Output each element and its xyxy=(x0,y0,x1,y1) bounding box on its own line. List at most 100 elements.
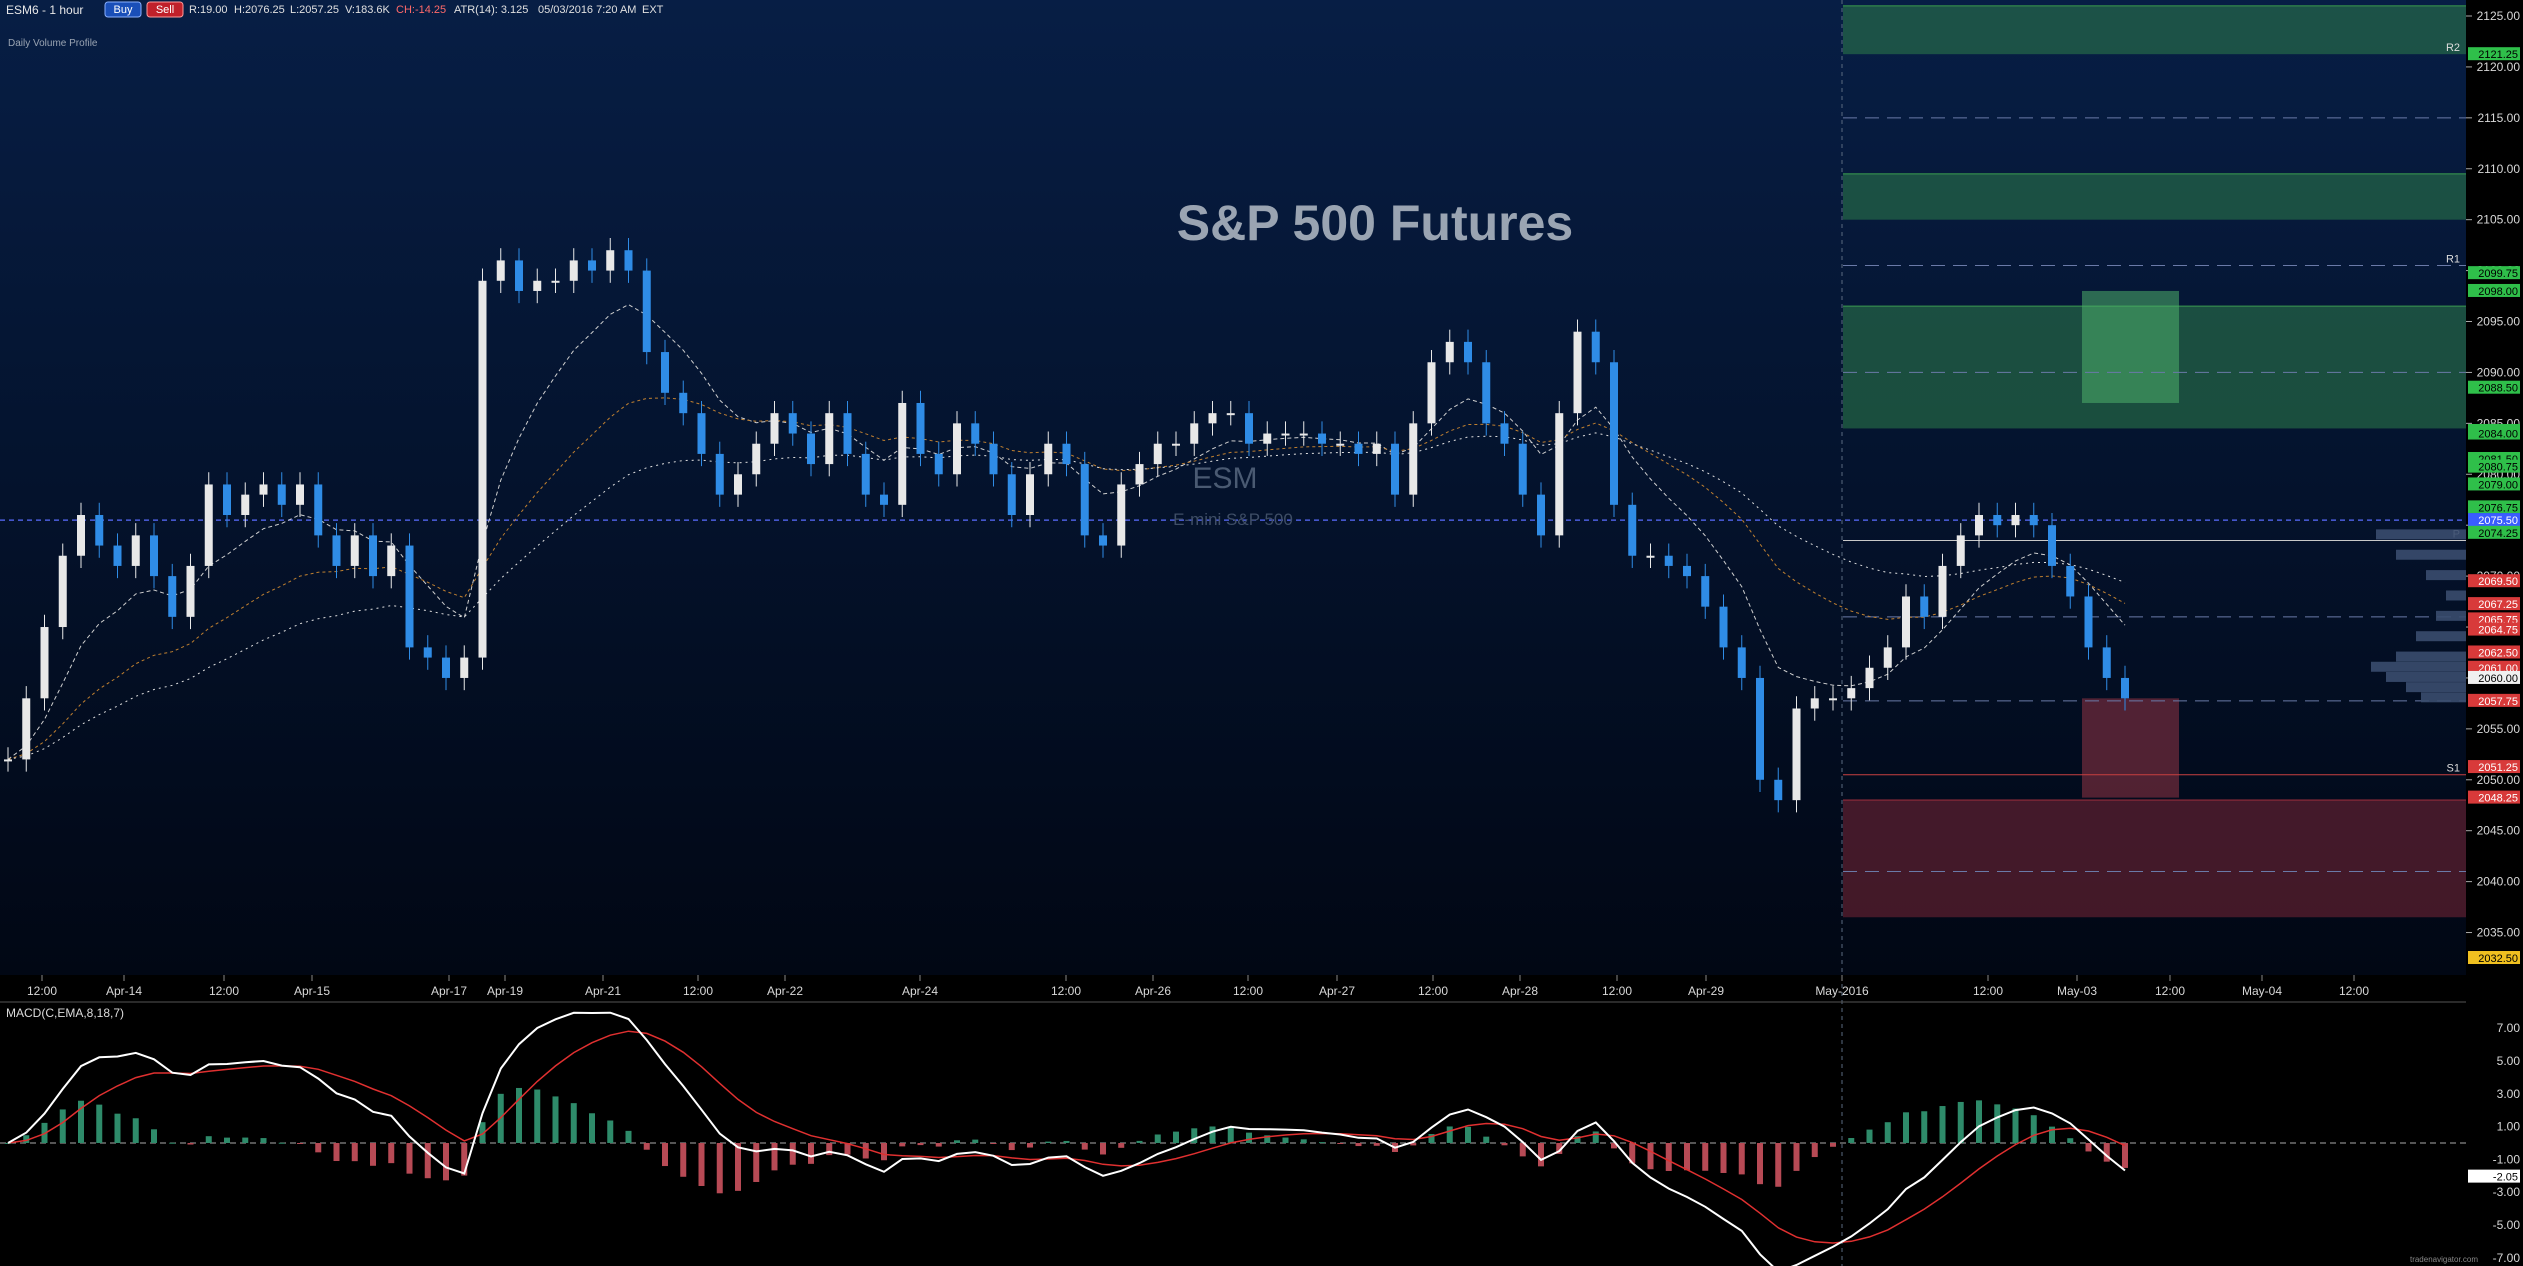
price-badge-label: 2048.25 xyxy=(2478,793,2518,805)
candle-body xyxy=(825,413,834,465)
macd-histogram-bar xyxy=(1045,1141,1052,1143)
symbol-label[interactable]: ESM6 - 1 hour xyxy=(6,3,83,17)
macd-histogram-bar xyxy=(1629,1143,1636,1164)
profile-bar xyxy=(2406,682,2466,693)
candle-body xyxy=(697,413,706,454)
candle-body xyxy=(58,555,67,628)
candle-body xyxy=(1756,677,1764,780)
macd-value-badge xyxy=(2468,1169,2520,1183)
candle-body xyxy=(1482,362,1491,424)
macd-histogram-bar xyxy=(1592,1131,1599,1143)
candle-body xyxy=(186,565,195,617)
time-tick-label: Apr-22 xyxy=(767,984,803,998)
profile-bar xyxy=(2386,671,2466,682)
macd-histogram-bar xyxy=(607,1120,614,1143)
macd-histogram-bar xyxy=(151,1129,157,1143)
candle-body xyxy=(1719,606,1728,648)
macd-histogram-bar xyxy=(1921,1111,1928,1143)
time-tick-label: Apr-27 xyxy=(1319,984,1355,998)
candle-body xyxy=(332,535,341,566)
price-badge-label: 2064.75 xyxy=(2478,625,2518,637)
macd-histogram-bar xyxy=(1483,1136,1490,1143)
macd-histogram-bar xyxy=(242,1137,249,1143)
macd-histogram-bar xyxy=(1100,1143,1106,1155)
support-resistance-zones xyxy=(1843,5,2466,918)
macd-histogram-bar xyxy=(2049,1126,2055,1143)
stats-high: H:2076.25 xyxy=(234,4,285,16)
candle-body xyxy=(496,260,505,281)
macd-histogram-bar xyxy=(187,1143,194,1145)
macd-histogram-bar xyxy=(1063,1140,1070,1143)
macd-histogram-bar xyxy=(1611,1143,1617,1149)
candle-body xyxy=(1372,443,1381,454)
macd-label: MACD(C,EMA,8,18,7) xyxy=(6,1006,124,1020)
candle-body xyxy=(1737,647,1746,678)
watermark-name: E-mini S&P 500 xyxy=(1173,510,1293,529)
macd-histogram-bar xyxy=(1264,1135,1271,1143)
buy-button[interactable]: Buy xyxy=(104,1,142,18)
macd-histogram-bar xyxy=(698,1143,705,1186)
macd-histogram-bar xyxy=(917,1143,924,1146)
price-tick-label: 2120.00 xyxy=(2477,60,2521,74)
buy-button-label: Buy xyxy=(114,4,133,16)
macd-histogram-bar xyxy=(534,1089,541,1143)
macd-histogram-bar xyxy=(1519,1143,1526,1157)
price-tick-label: 2040.00 xyxy=(2477,875,2521,889)
macd-histogram-bar xyxy=(1665,1143,1672,1171)
macd-histogram-bar xyxy=(990,1143,997,1144)
time-tick-label: May-03 xyxy=(2057,984,2097,998)
candle-body xyxy=(1062,443,1071,465)
macd-histogram-bar xyxy=(205,1136,212,1143)
price-badge-label: 2051.25 xyxy=(2478,762,2518,774)
macd-histogram-bar xyxy=(370,1143,376,1166)
candle-body xyxy=(223,484,231,516)
macd-histogram-bar xyxy=(2030,1115,2037,1143)
level-tag: R2 xyxy=(2446,42,2460,54)
candle-body xyxy=(1299,433,1308,436)
candle-body xyxy=(1865,667,1874,689)
price-badge-label: 2088.50 xyxy=(2478,383,2518,395)
candle-body xyxy=(1427,362,1436,424)
time-axis[interactable]: 12:00 Apr-14 12:00 Apr-15 Apr-17 Apr-19 Apr-21… xyxy=(27,975,2369,998)
profile-bar xyxy=(2416,631,2466,642)
candle-body xyxy=(515,260,523,291)
price-tick-label: 2105.00 xyxy=(2477,213,2521,227)
price-badge-label: 2074.25 xyxy=(2478,528,2518,540)
macd-value-badge-label: -2.05 xyxy=(2493,1172,2518,1184)
candle-body xyxy=(679,392,688,414)
sell-button[interactable]: Sell xyxy=(146,1,184,18)
price-axis[interactable]: 2125.002120.002115.002110.002105.002100.… xyxy=(2466,9,2520,965)
macd-histogram-bar xyxy=(662,1143,668,1167)
macd-histogram-bar xyxy=(2122,1143,2128,1168)
candle-body xyxy=(1445,341,1454,363)
price-badge xyxy=(2468,645,2520,659)
candle-body xyxy=(1226,413,1235,416)
time-tick-label: Apr-14 xyxy=(106,984,142,998)
sell-button-label: Sell xyxy=(156,4,174,16)
candle-body xyxy=(314,484,323,536)
time-tick-label: May-2016 xyxy=(1815,984,1869,998)
candle-body xyxy=(1956,535,1965,566)
macd-histogram-bar xyxy=(169,1142,176,1144)
candle-body xyxy=(1591,331,1600,363)
candle-body xyxy=(953,423,961,475)
candle-body xyxy=(131,535,140,566)
macd-histogram-bar xyxy=(1337,1143,1344,1144)
price-badge xyxy=(2468,266,2520,280)
macd-histogram-bar xyxy=(1191,1128,1198,1143)
candle-body xyxy=(734,474,742,495)
candle-body xyxy=(277,484,286,505)
macd-histogram-bar xyxy=(1556,1143,1563,1154)
time-tick-label: 12:00 xyxy=(683,984,713,998)
candle-body xyxy=(113,545,122,566)
macd-histogram-bar xyxy=(716,1143,723,1194)
macd-tick-label: 7.00 xyxy=(2497,1021,2521,1035)
price-tick-label: 2045.00 xyxy=(2477,824,2521,838)
candle-body xyxy=(4,759,12,762)
candle-body xyxy=(2102,647,2111,678)
price-badge xyxy=(2468,760,2520,774)
candle-body xyxy=(569,260,578,281)
candle-body xyxy=(1792,708,1801,801)
macd-histogram-bar xyxy=(1373,1143,1380,1146)
